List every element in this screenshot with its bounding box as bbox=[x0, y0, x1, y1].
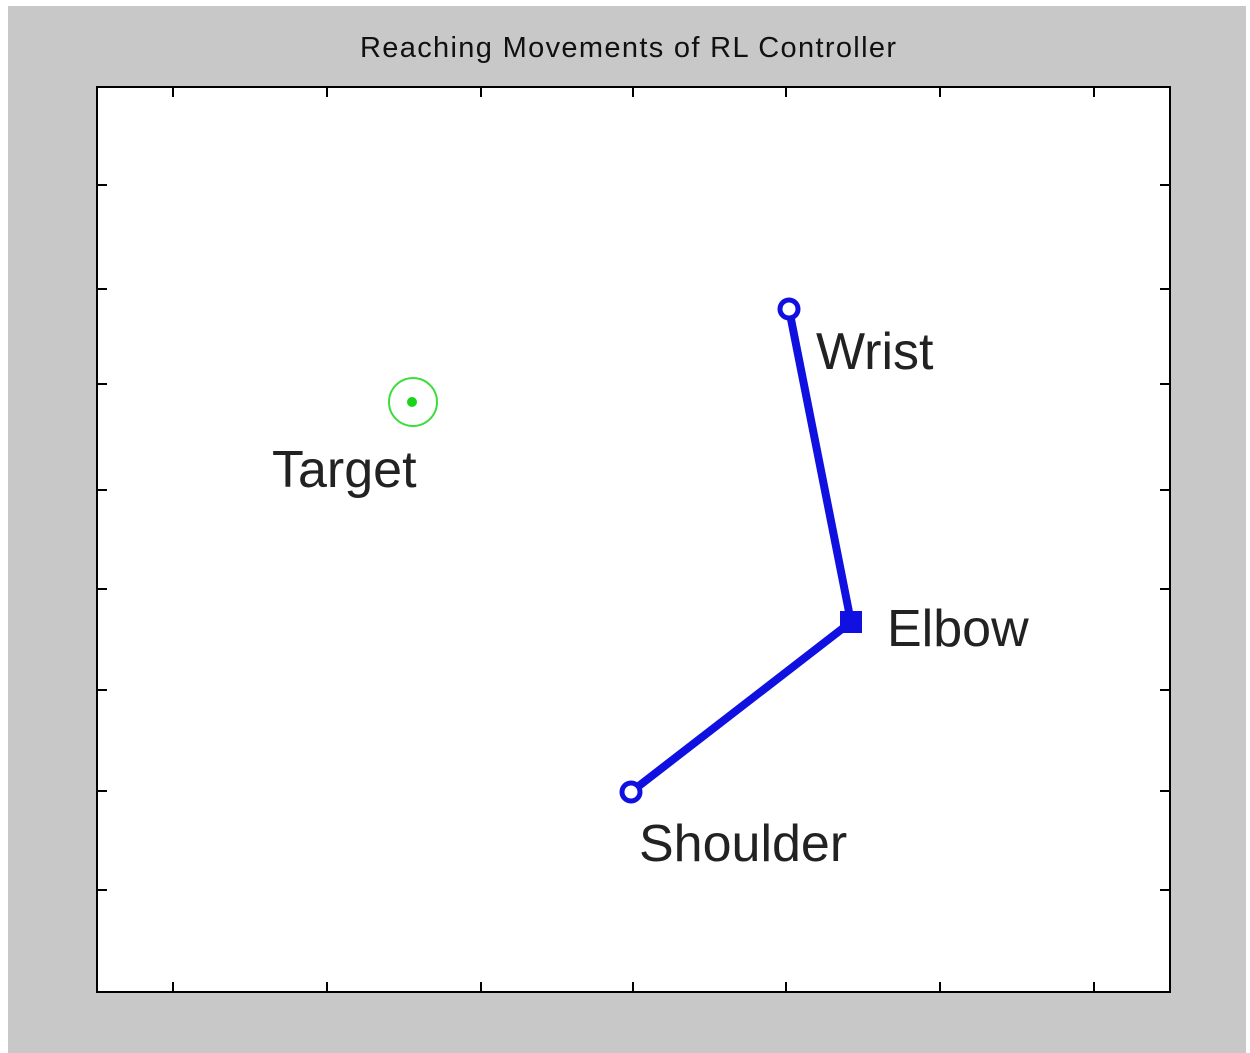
target-label: Target bbox=[272, 441, 417, 499]
wrist-label: Wrist bbox=[816, 323, 934, 381]
target-dot bbox=[407, 397, 417, 407]
axes-box bbox=[96, 86, 1171, 993]
shoulder-label: Shoulder bbox=[639, 815, 847, 873]
plot-title: Reaching Movements of RL Controller bbox=[360, 32, 896, 64]
elbow-joint bbox=[840, 611, 862, 633]
shoulder-joint bbox=[619, 780, 643, 804]
elbow-label: Elbow bbox=[887, 600, 1029, 658]
wrist-joint bbox=[777, 297, 801, 321]
target-circle bbox=[388, 377, 438, 427]
forearm bbox=[785, 308, 855, 623]
ticks bbox=[97, 87, 1170, 992]
upper-arm bbox=[628, 618, 854, 796]
